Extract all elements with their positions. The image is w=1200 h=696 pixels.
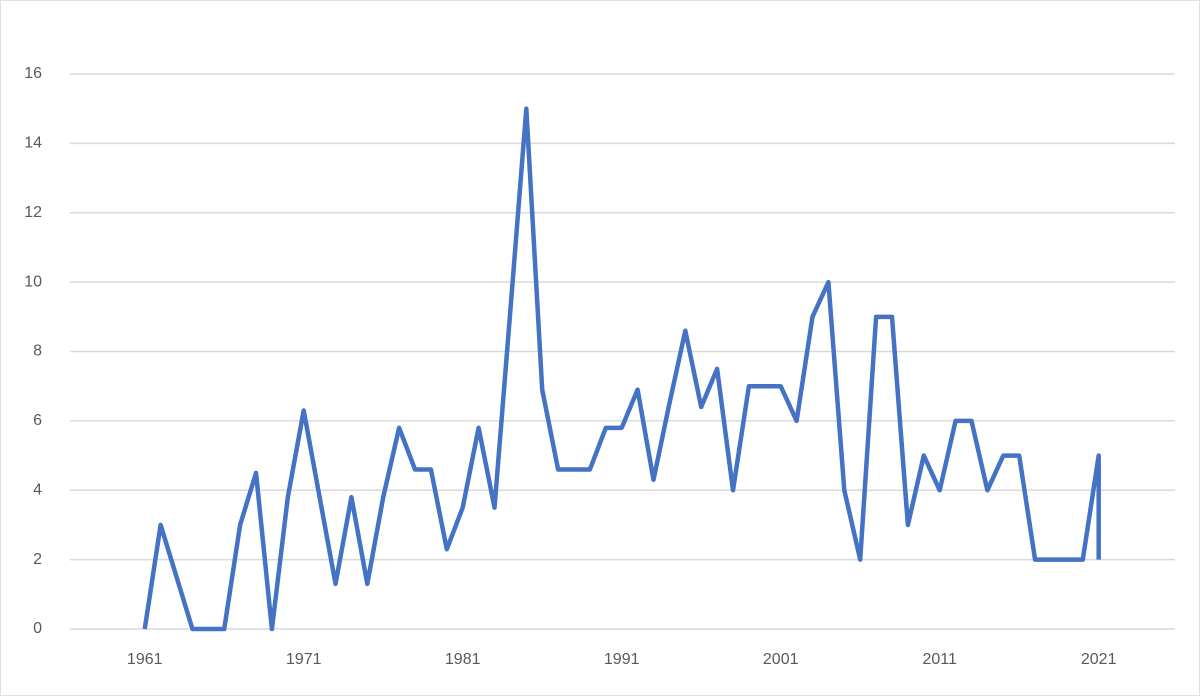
- x-tick-label: 1981: [445, 651, 481, 668]
- y-tick-label: 14: [24, 135, 42, 152]
- x-tick-label: 1971: [286, 651, 322, 668]
- y-tick-label: 0: [33, 620, 42, 637]
- y-tick-label: 2: [33, 551, 42, 568]
- x-tick-label: 2001: [763, 651, 799, 668]
- y-tick-label: 16: [24, 65, 42, 82]
- y-tick-label: 4: [33, 481, 42, 498]
- y-tick-label: 12: [24, 204, 42, 221]
- x-tick-label: 2011: [922, 651, 957, 668]
- x-tick-label: 1991: [604, 651, 640, 668]
- y-tick-label: 6: [33, 412, 42, 429]
- y-tick-label: 10: [24, 273, 42, 290]
- y-tick-label: 8: [33, 343, 42, 360]
- x-tick-label: 1961: [127, 651, 163, 668]
- x-tick-label: 2021: [1081, 651, 1117, 668]
- data-line: [142, 106, 1101, 632]
